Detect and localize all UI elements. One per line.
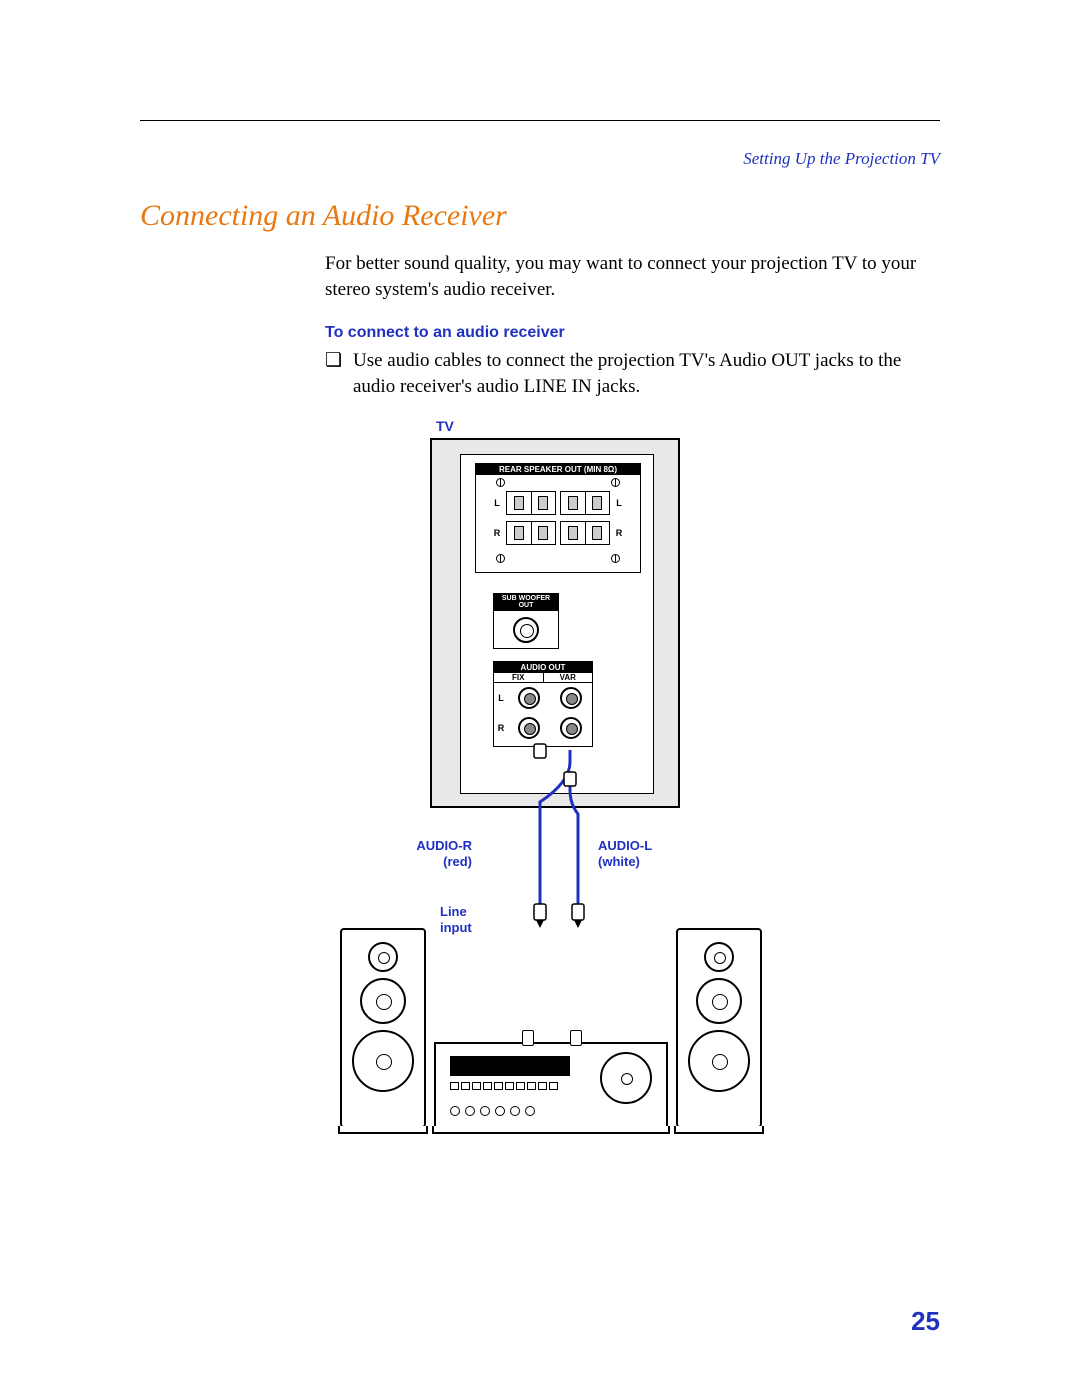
audio-out-section: AUDIO OUT FIX VAR L R: [493, 661, 593, 747]
rear-speaker-title: REAR SPEAKER OUT (MIN 8Ω): [476, 464, 640, 475]
audio-receiver: [434, 1042, 668, 1128]
speaker-left: [340, 928, 426, 1128]
subwoofer-title: SUB WOOFEROUT: [494, 594, 558, 611]
intro-text: For better sound quality, you may want t…: [325, 251, 940, 302]
page-title: Connecting an Audio Receiver: [140, 199, 940, 233]
plug-icon: [522, 1030, 534, 1046]
page-number: 25: [911, 1306, 940, 1337]
cable-area: AUDIO-R(red) AUDIO-L(white) Lineinput: [430, 808, 940, 928]
bullet-item: ❏ Use audio cables to connect the projec…: [325, 348, 940, 399]
bullet-text: Use audio cables to connect the projecti…: [353, 348, 940, 399]
subwoofer-jack: [513, 617, 539, 643]
section-header: Setting Up the Projection TV: [140, 149, 940, 169]
tv-label: TV: [436, 418, 940, 434]
top-rule: [140, 120, 940, 121]
audio-l-label: AUDIO-L(white): [598, 838, 652, 871]
label-r: R: [614, 528, 624, 538]
rear-speaker-section: REAR SPEAKER OUT (MIN 8Ω) L L: [475, 463, 641, 573]
screw-icon: [611, 478, 620, 487]
terminal-row-r: R R: [484, 521, 632, 545]
screw-icon: [611, 554, 620, 563]
label-r: R: [492, 528, 502, 538]
audio-jack-l-fix: [518, 687, 540, 709]
label-l: L: [492, 498, 502, 508]
jack-l-label: L: [494, 693, 508, 703]
screw-icon: [496, 554, 505, 563]
audio-r-label: AUDIO-R(red): [382, 838, 472, 871]
receiver-dial: [600, 1052, 652, 1104]
receiver-display: [450, 1056, 570, 1076]
subheading: To connect to an audio receiver: [325, 324, 940, 342]
terminal-row-l: L L: [484, 491, 632, 515]
audio-jack-l-var: [560, 687, 582, 709]
var-label: VAR: [544, 673, 593, 683]
connection-diagram: TV REAR SPEAKER OUT (MIN 8Ω) L L: [430, 418, 940, 1128]
subwoofer-section: SUB WOOFEROUT: [493, 593, 559, 649]
stereo-system: [340, 928, 940, 1128]
screw-row-bottom: [476, 551, 640, 563]
screw-row-top: [476, 475, 640, 487]
speaker-right: [676, 928, 762, 1128]
fix-label: FIX: [494, 673, 544, 683]
label-l: L: [614, 498, 624, 508]
audio-jack-r-var: [560, 717, 582, 739]
screw-icon: [496, 478, 505, 487]
audio-out-title: AUDIO OUT: [494, 662, 592, 673]
jack-r-label: R: [494, 723, 508, 733]
audio-jack-r-fix: [518, 717, 540, 739]
bullet-marker: ❏: [325, 348, 353, 399]
plug-icon: [570, 1030, 582, 1046]
